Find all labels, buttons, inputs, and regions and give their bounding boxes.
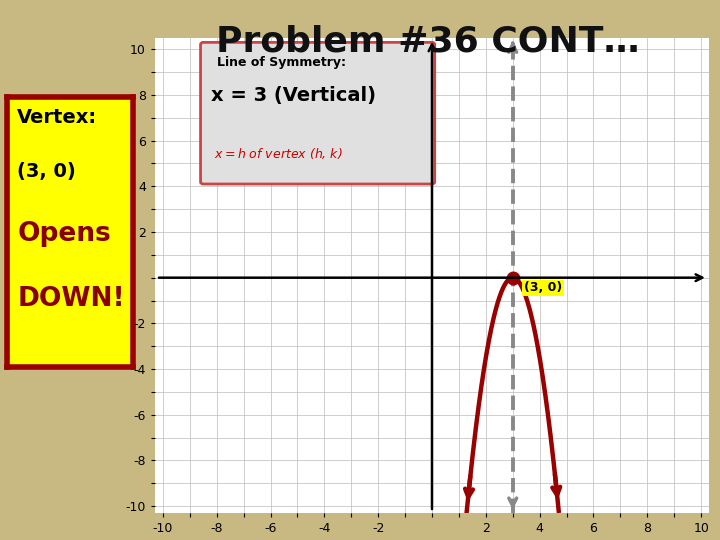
Text: DOWN!: DOWN! [17, 286, 125, 312]
Text: Opens: Opens [17, 221, 111, 247]
Text: (3, 0): (3, 0) [17, 162, 76, 181]
Text: Line of Symmetry:: Line of Symmetry: [217, 56, 346, 69]
Text: $x = h$ of vertex ($h$, k): $x = h$ of vertex ($h$, k) [214, 146, 343, 161]
FancyBboxPatch shape [201, 42, 435, 184]
Text: Problem #36 CONT…: Problem #36 CONT… [216, 24, 639, 58]
Text: (3, 0): (3, 0) [523, 281, 562, 294]
Text: Vertex:: Vertex: [17, 108, 97, 127]
Text: x = 3 (Vertical): x = 3 (Vertical) [211, 86, 377, 105]
